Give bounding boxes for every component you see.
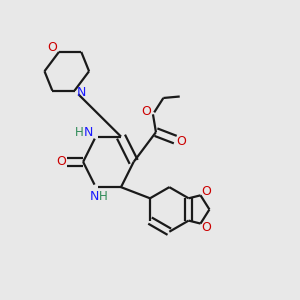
Text: N: N xyxy=(76,85,86,98)
Text: N: N xyxy=(90,190,99,203)
Text: O: O xyxy=(56,155,66,168)
Text: N: N xyxy=(84,126,93,139)
Text: O: O xyxy=(176,135,186,148)
Text: O: O xyxy=(142,105,152,118)
Text: H: H xyxy=(99,190,108,203)
Text: H: H xyxy=(75,126,84,139)
Text: O: O xyxy=(201,185,211,198)
Text: O: O xyxy=(47,41,57,54)
Text: O: O xyxy=(201,220,211,234)
